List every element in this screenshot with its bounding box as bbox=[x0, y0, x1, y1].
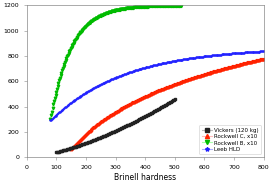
X-axis label: Brinell hardness: Brinell hardness bbox=[114, 173, 176, 181]
Legend: Vickers (120 kg), Rockwell C, x10, Rockwell B, x10, Leeb HLD: Vickers (120 kg), Rockwell C, x10, Rockw… bbox=[199, 125, 261, 154]
